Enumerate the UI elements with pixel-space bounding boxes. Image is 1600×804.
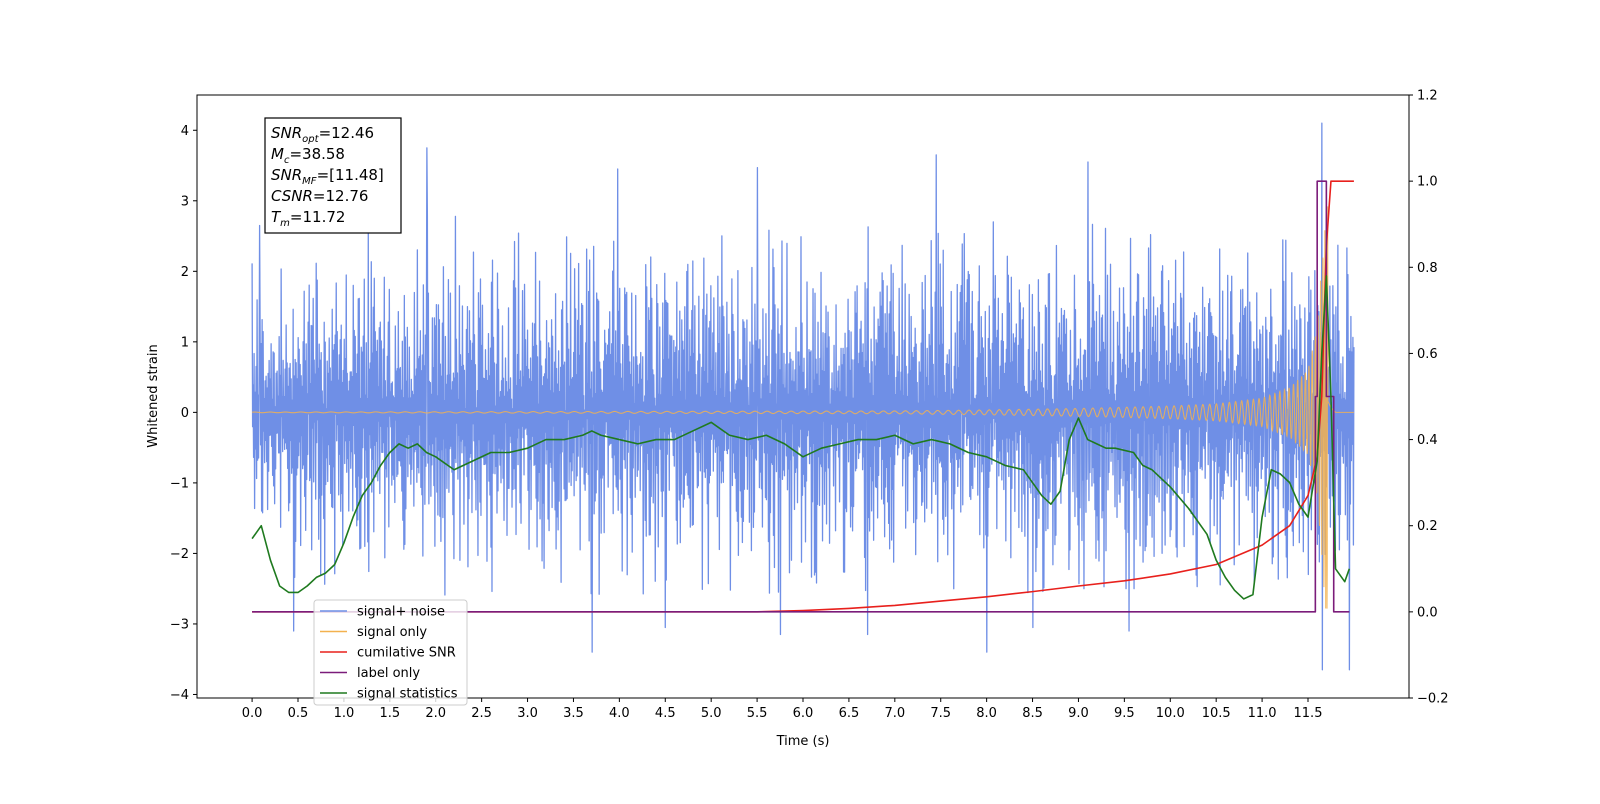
y-left-tick-label: 1: [181, 335, 189, 350]
series-signal-noise: [251, 122, 1355, 671]
x-tick-label: 5.5: [747, 706, 768, 721]
info-box-value: =38.58: [289, 145, 345, 163]
series-signal-statistics: [251, 275, 1351, 600]
x-tick-label: 3.0: [517, 706, 538, 721]
info-box-symbol: CSNR: [271, 187, 313, 205]
x-axis: 0.0 0.5 1.0 1.5 2.0 2.5 3.0 3.5 4.0 4.5 5.0 5.5 6.0 6…: [242, 698, 1323, 721]
x-tick-label: 2.0: [425, 706, 446, 721]
y-axis-left: −4 −3 −2 −1 0 1 2 3 4: [170, 124, 197, 703]
info-box-value: =[11.48]: [317, 166, 384, 184]
y-right-tick-label: 0.2: [1417, 519, 1438, 534]
info-box-value: =12.46: [319, 124, 375, 142]
info-box-subscript: c: [284, 155, 290, 166]
x-tick-label: 8.0: [976, 706, 997, 721]
info-box-symbol: SNR: [271, 166, 302, 184]
y-left-tick-label: −4: [170, 688, 189, 703]
x-tick-label: 2.5: [471, 706, 492, 721]
x-tick-label: 9.0: [1068, 706, 1089, 721]
y-right-tick-label: 0.8: [1417, 261, 1438, 276]
info-box-line: Mc=38.58: [271, 145, 345, 166]
info-box-symbol: SNR: [271, 124, 302, 142]
y-right-tick-label: 0.4: [1417, 433, 1438, 448]
y-left-tick-label: 2: [181, 265, 189, 280]
info-box-subscript: MF: [302, 176, 317, 187]
x-axis-label: Time (s): [776, 734, 830, 749]
x-tick-label: 1.0: [334, 706, 355, 721]
series-signal-only: [252, 206, 1354, 609]
y-right-tick-label: −0.2: [1417, 692, 1449, 707]
legend-label: signal only: [357, 625, 427, 640]
info-box-subscript: opt: [302, 134, 319, 145]
info-box-line: CSNR=12.76: [271, 187, 368, 205]
x-tick-label: 10.5: [1202, 706, 1231, 721]
y-left-tick-label: 3: [181, 194, 189, 209]
x-tick-label: 7.0: [884, 706, 905, 721]
info-box-subscript: m: [280, 218, 290, 229]
info-box-value: =11.72: [290, 208, 346, 226]
y-right-tick-label: 0.6: [1417, 347, 1438, 362]
legend: signal+ noise signal only cumilative SNR la…: [313, 599, 468, 706]
y-left-tick-label: −2: [170, 547, 189, 562]
x-tick-label: 0.5: [288, 706, 309, 721]
x-tick-label: 11.0: [1248, 706, 1277, 721]
y-axis-label-left: Whitened strain: [146, 344, 161, 447]
x-tick-label: 0.0: [242, 706, 263, 721]
legend-label: signal statistics: [357, 687, 458, 702]
info-box-symbol: T: [271, 208, 282, 226]
x-tick-label: 6.0: [793, 706, 814, 721]
y-right-tick-label: 1.2: [1417, 89, 1438, 104]
y-axis-right: −0.2 0.0 0.2 0.4 0.6 0.8 1.0 1.2: [1409, 89, 1449, 707]
info-box-line: SNRopt=12.46: [271, 124, 374, 145]
y-right-tick-label: 0.0: [1417, 605, 1438, 620]
x-tick-label: 3.5: [563, 706, 584, 721]
plot-area: [251, 122, 1355, 671]
x-tick-label: 8.5: [1022, 706, 1043, 721]
legend-frame: [313, 599, 468, 706]
legend-label: cumilative SNR: [357, 646, 456, 661]
legend-label: label only: [357, 666, 420, 681]
x-tick-label: 9.5: [1114, 706, 1135, 721]
info-box-line: SNRMF=[11.48]: [271, 166, 384, 187]
y-left-tick-label: −3: [170, 617, 189, 632]
x-tick-label: 7.5: [930, 706, 951, 721]
x-tick-label: 10.0: [1156, 706, 1185, 721]
info-box-symbol: M: [271, 145, 284, 163]
info-box: SNRopt=12.46Mc=38.58SNRMF=[11.48]CSNR=12…: [264, 117, 402, 234]
y-left-tick-label: −1: [170, 476, 189, 491]
legend-label: signal+ noise: [357, 605, 445, 620]
info-box-line: Tm=11.72: [271, 208, 345, 229]
x-tick-label: 5.0: [701, 706, 722, 721]
x-tick-label: 4.0: [609, 706, 630, 721]
y-left-tick-label: 4: [181, 124, 189, 139]
info-box-value: =12.76: [313, 187, 369, 205]
y-left-tick-label: 0: [181, 406, 189, 421]
x-tick-label: 4.5: [655, 706, 676, 721]
y-right-tick-label: 1.0: [1417, 175, 1438, 190]
x-tick-label: 11.5: [1294, 706, 1323, 721]
info-box-frame: [264, 117, 402, 234]
x-tick-label: 6.5: [839, 706, 860, 721]
x-tick-label: 1.5: [379, 706, 400, 721]
